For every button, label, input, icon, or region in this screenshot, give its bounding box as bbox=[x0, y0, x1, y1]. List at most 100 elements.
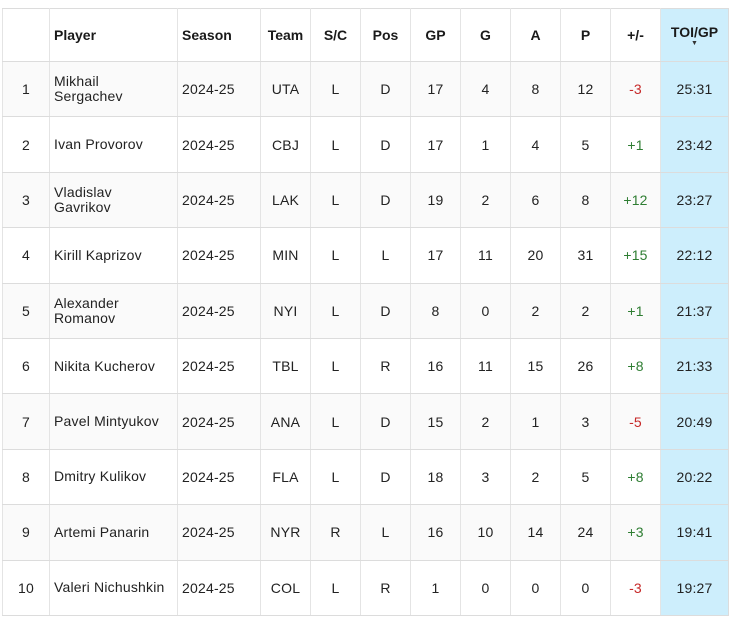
season-cell: 2024-25 bbox=[177, 504, 261, 561]
season-cell: 2024-25 bbox=[177, 227, 261, 284]
g-cell: 3 bbox=[460, 449, 511, 506]
g-cell: 10 bbox=[460, 504, 511, 561]
table-row[interactable]: 9 Artemi Panarin 2024-25 NYR R L 16 10 14 24 +3 19:… bbox=[2, 504, 729, 561]
player-name-cell[interactable]: Nikita Kucherov bbox=[49, 338, 178, 395]
p-cell: 5 bbox=[560, 116, 611, 173]
toi-cell: 22:12 bbox=[660, 227, 729, 284]
player-stats-table: Player Season Team S/C Pos GP G A P +/- … bbox=[2, 8, 729, 616]
player-name-line-1: Kirill Kaprizov bbox=[54, 246, 142, 263]
sc-cell: L bbox=[310, 283, 361, 339]
a-cell: 2 bbox=[510, 449, 561, 506]
sc-cell: R bbox=[310, 504, 361, 561]
g-cell: 11 bbox=[460, 338, 511, 395]
p-cell: 8 bbox=[560, 172, 611, 229]
pos-column-header[interactable]: Pos bbox=[360, 8, 411, 62]
player-name-line-1: Artemi Panarin bbox=[54, 523, 150, 540]
toi-cell: 21:33 bbox=[660, 338, 729, 395]
rank-cell: 3 bbox=[2, 172, 50, 229]
team-cell: UTA bbox=[260, 61, 311, 118]
table-row[interactable]: 6 Nikita Kucherov 2024-25 TBL L R 16 11 15 26 +8 21… bbox=[2, 338, 729, 395]
player-column-header[interactable]: Player bbox=[49, 8, 178, 62]
sc-cell: L bbox=[310, 61, 361, 118]
rank-cell: 6 bbox=[2, 338, 50, 395]
gp-cell: 17 bbox=[410, 61, 461, 118]
season-column-header[interactable]: Season bbox=[177, 8, 261, 62]
team-cell: COL bbox=[260, 560, 311, 616]
p-cell: 3 bbox=[560, 393, 611, 450]
table-row[interactable]: 8 Dmitry Kulikov 2024-25 FLA L D 18 3 2 5 +8 20:22 bbox=[2, 449, 729, 506]
table-row[interactable]: 3 Vladislav Gavrikov 2024-25 LAK L D 19 2 6 8 +12 23… bbox=[2, 172, 729, 229]
season-cell: 2024-25 bbox=[177, 393, 261, 450]
gp-cell: 15 bbox=[410, 393, 461, 450]
team-column-header[interactable]: Team bbox=[260, 8, 311, 62]
plus-minus-cell: +8 bbox=[610, 449, 661, 506]
gp-column-header[interactable]: GP bbox=[410, 8, 461, 62]
sc-column-header[interactable]: S/C bbox=[310, 8, 361, 62]
player-name-line-2: Romanov bbox=[54, 309, 116, 326]
player-name-line-1: Pavel Mintyukov bbox=[54, 413, 159, 430]
player-name-cell[interactable]: Artemi Panarin bbox=[49, 504, 178, 561]
plus-minus-cell: -5 bbox=[610, 393, 661, 450]
pos-cell: D bbox=[360, 116, 411, 173]
gp-cell: 17 bbox=[410, 116, 461, 173]
plus-minus-cell: -3 bbox=[610, 560, 661, 616]
g-cell: 11 bbox=[460, 227, 511, 284]
table-row[interactable]: 7 Pavel Mintyukov 2024-25 ANA L D 15 2 1 3 -5 20:49 bbox=[2, 393, 729, 450]
a-cell: 2 bbox=[510, 283, 561, 339]
player-name-cell[interactable]: Ivan Provorov bbox=[49, 116, 178, 173]
plus-minus-column-header[interactable]: +/- bbox=[610, 8, 661, 62]
sc-cell: L bbox=[310, 116, 361, 173]
player-name-line-2: Gavrikov bbox=[54, 198, 111, 215]
rank-cell: 1 bbox=[2, 61, 50, 118]
player-name-cell[interactable]: Valeri Nichushkin bbox=[49, 560, 178, 616]
table-row[interactable]: 4 Kirill Kaprizov 2024-25 MIN L L 17 11 20 31 +15 2… bbox=[2, 227, 729, 284]
rank-cell: 8 bbox=[2, 449, 50, 506]
player-name-line-1: Dmitry Kulikov bbox=[54, 468, 147, 485]
sc-cell: L bbox=[310, 338, 361, 395]
table-row[interactable]: 10 Valeri Nichushkin 2024-25 COL L R 1 0 0 0 -3 19:… bbox=[2, 560, 729, 616]
player-name-cell[interactable]: Pavel Mintyukov bbox=[49, 393, 178, 450]
player-name-line-2: Sergachev bbox=[54, 88, 123, 105]
season-cell: 2024-25 bbox=[177, 172, 261, 229]
p-column-header[interactable]: P bbox=[560, 8, 611, 62]
team-cell: ANA bbox=[260, 393, 311, 450]
pos-cell: D bbox=[360, 61, 411, 118]
gp-cell: 8 bbox=[410, 283, 461, 339]
a-column-header[interactable]: A bbox=[510, 8, 561, 62]
player-name-cell[interactable]: Dmitry Kulikov bbox=[49, 449, 178, 506]
gp-cell: 19 bbox=[410, 172, 461, 229]
rank-cell: 7 bbox=[2, 393, 50, 450]
player-name-line-1: Alexander bbox=[54, 294, 119, 311]
table-row[interactable]: 5 Alexander Romanov 2024-25 NYI L D 8 0 2 2 +1 21:37 bbox=[2, 283, 729, 339]
sc-cell: L bbox=[310, 560, 361, 616]
p-cell: 24 bbox=[560, 504, 611, 561]
gp-cell: 17 bbox=[410, 227, 461, 284]
toi-column-header[interactable]: TOI/GP ▼ bbox=[660, 8, 729, 62]
team-cell: FLA bbox=[260, 449, 311, 506]
toi-cell: 25:31 bbox=[660, 61, 729, 118]
player-name-line-1: Ivan Provorov bbox=[54, 136, 143, 153]
table-body: 1 Mikhail Sergachev 2024-25 UTA L D 17 4 8 12 -3 25:… bbox=[2, 61, 729, 616]
rank-column-header bbox=[2, 8, 50, 62]
g-column-header[interactable]: G bbox=[460, 8, 511, 62]
rank-cell: 10 bbox=[2, 560, 50, 616]
sc-cell: L bbox=[310, 393, 361, 450]
g-cell: 2 bbox=[460, 393, 511, 450]
player-name-cell[interactable]: Vladislav Gavrikov bbox=[49, 172, 178, 229]
pos-cell: D bbox=[360, 283, 411, 339]
toi-cell: 19:27 bbox=[660, 560, 729, 616]
g-cell: 0 bbox=[460, 560, 511, 616]
rank-cell: 5 bbox=[2, 283, 50, 339]
table-row[interactable]: 1 Mikhail Sergachev 2024-25 UTA L D 17 4 8 12 -3 25:… bbox=[2, 61, 729, 118]
player-name-cell[interactable]: Kirill Kaprizov bbox=[49, 227, 178, 284]
g-cell: 1 bbox=[460, 116, 511, 173]
plus-minus-cell: +8 bbox=[610, 338, 661, 395]
a-cell: 8 bbox=[510, 61, 561, 118]
player-name-cell[interactable]: Alexander Romanov bbox=[49, 283, 178, 339]
season-cell: 2024-25 bbox=[177, 449, 261, 506]
player-name-cell[interactable]: Mikhail Sergachev bbox=[49, 61, 178, 118]
pos-cell: D bbox=[360, 393, 411, 450]
season-cell: 2024-25 bbox=[177, 61, 261, 118]
pos-cell: L bbox=[360, 227, 411, 284]
table-row[interactable]: 2 Ivan Provorov 2024-25 CBJ L D 17 1 4 5 +1 23:42 bbox=[2, 116, 729, 173]
